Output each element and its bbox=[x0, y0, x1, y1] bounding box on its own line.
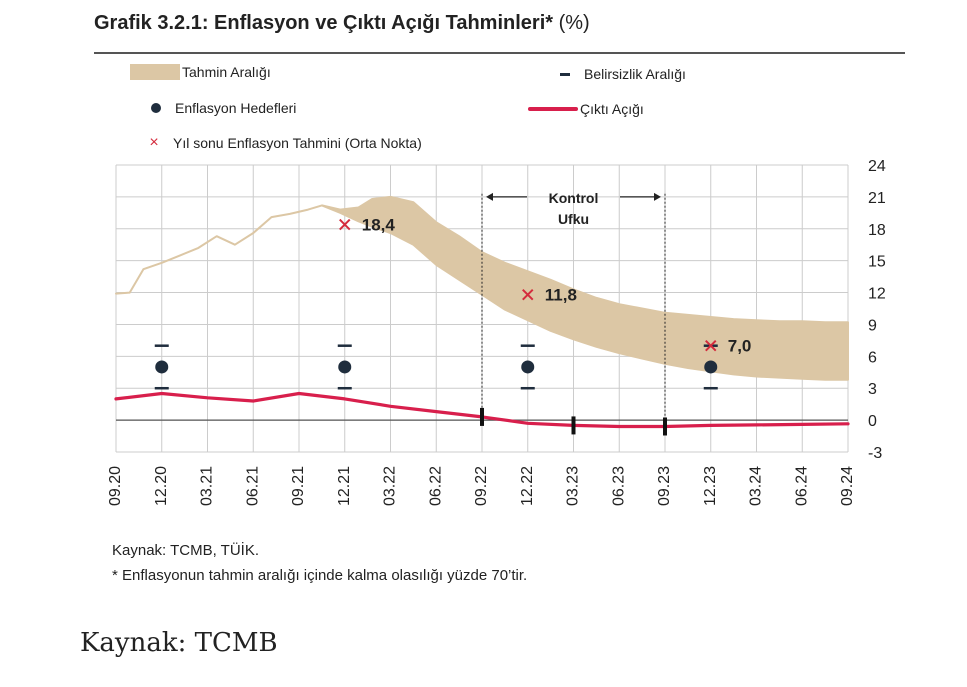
output-gap-marker bbox=[663, 417, 667, 436]
legend-targets: Enflasyon Hedefleri bbox=[151, 100, 296, 116]
control-horizon-label: Ufku bbox=[558, 211, 589, 227]
x-tick-label: 03.22 bbox=[382, 466, 399, 506]
title-rule bbox=[94, 52, 905, 54]
control-horizon-label: Kontrol bbox=[549, 190, 599, 206]
x-tick-label: 09.20 bbox=[107, 466, 124, 506]
legend-targets-swatch bbox=[151, 103, 161, 113]
x-tick-label: 09.24 bbox=[839, 466, 856, 506]
source-note: Kaynak: TCMB, TÜİK. bbox=[112, 542, 259, 559]
x-tick-label: 12.20 bbox=[153, 466, 170, 506]
control-horizon-arrowhead-left bbox=[486, 192, 493, 201]
legend-uncertainty-label: Belirsizlik Aralığı bbox=[584, 66, 686, 82]
chart-title-unit: (%) bbox=[558, 12, 590, 34]
x-tick-label: 12.23 bbox=[702, 466, 719, 506]
x-tick-label: 06.21 bbox=[244, 466, 261, 506]
midpoint-label: 7,0 bbox=[728, 337, 752, 356]
x-tick-label: 09.21 bbox=[290, 466, 307, 506]
y-tick-label: 15 bbox=[868, 254, 886, 271]
midpoint-label: 11,8 bbox=[545, 286, 577, 305]
y-tick-label: 12 bbox=[868, 286, 886, 303]
y-tick-label: -3 bbox=[868, 445, 882, 462]
caption: Kaynak: TCMB bbox=[80, 628, 278, 658]
legend-uncertainty: Belirsizlik Aralığı bbox=[560, 66, 686, 82]
legend-uncertainty-swatch bbox=[560, 72, 570, 76]
legend-midpoint: × Yıl sonu Enflasyon Tahmini (Orta Nokta… bbox=[147, 134, 422, 152]
x-tick-label: 09.23 bbox=[656, 466, 673, 506]
midpoint-marker bbox=[339, 218, 351, 231]
legend-output-gap-label: Çıktı Açığı bbox=[580, 101, 644, 117]
y-tick-label: 9 bbox=[868, 317, 877, 334]
footnote: * Enflasyonun tahmin aralığı içinde kalm… bbox=[112, 567, 528, 584]
chart-title: Grafik 3.2.1: Enflasyon ve Çıktı Açığı T… bbox=[94, 12, 590, 35]
y-tick-label: 18 bbox=[868, 222, 886, 239]
x-tick-label: 06.24 bbox=[793, 466, 810, 506]
midpoint-label: 18,4 bbox=[362, 216, 396, 235]
x-tick-label: 06.23 bbox=[610, 466, 627, 506]
inflation-target-dot bbox=[521, 360, 535, 374]
inflation-target-dot bbox=[338, 360, 352, 374]
legend-band-label: Tahmin Aralığı bbox=[182, 64, 271, 80]
y-tick-label: 21 bbox=[868, 190, 886, 207]
y-tick-label: 24 bbox=[868, 158, 886, 175]
output-gap-marker bbox=[480, 407, 484, 426]
x-tick-label: 03.21 bbox=[199, 466, 216, 506]
legend-band-swatch bbox=[130, 64, 180, 80]
midpoint-marker bbox=[705, 339, 717, 352]
x-tick-label: 12.22 bbox=[519, 466, 536, 506]
legend-targets-label: Enflasyon Hedefleri bbox=[175, 100, 297, 116]
output-gap-marker bbox=[571, 416, 576, 435]
legend-output-gap-swatch bbox=[528, 107, 578, 111]
y-tick-label: 3 bbox=[868, 381, 877, 398]
control-horizon-arrowhead-right bbox=[654, 192, 661, 201]
x-tick-label: 09.22 bbox=[473, 466, 490, 506]
legend-midpoint-label: Yıl sonu Enflasyon Tahmini (Orta Nokta) bbox=[173, 135, 422, 151]
midpoint-marker bbox=[522, 288, 534, 301]
y-tick-label: 6 bbox=[868, 349, 877, 366]
x-tick-label: 12.21 bbox=[336, 466, 353, 506]
inflation-target-dot bbox=[704, 360, 718, 374]
inflation-target-dot bbox=[155, 360, 169, 374]
legend-band: Tahmin Aralığı bbox=[130, 64, 271, 80]
x-tick-label: 03.23 bbox=[565, 466, 582, 506]
legend-midpoint-swatch: × bbox=[149, 134, 159, 151]
x-tick-label: 03.24 bbox=[748, 466, 765, 506]
y-tick-label: 0 bbox=[868, 413, 877, 430]
legend-output-gap: Çıktı Açığı bbox=[528, 101, 644, 117]
chart-title-main: Grafik 3.2.1: Enflasyon ve Çıktı Açığı T… bbox=[94, 12, 554, 34]
x-tick-label: 06.22 bbox=[427, 466, 444, 506]
